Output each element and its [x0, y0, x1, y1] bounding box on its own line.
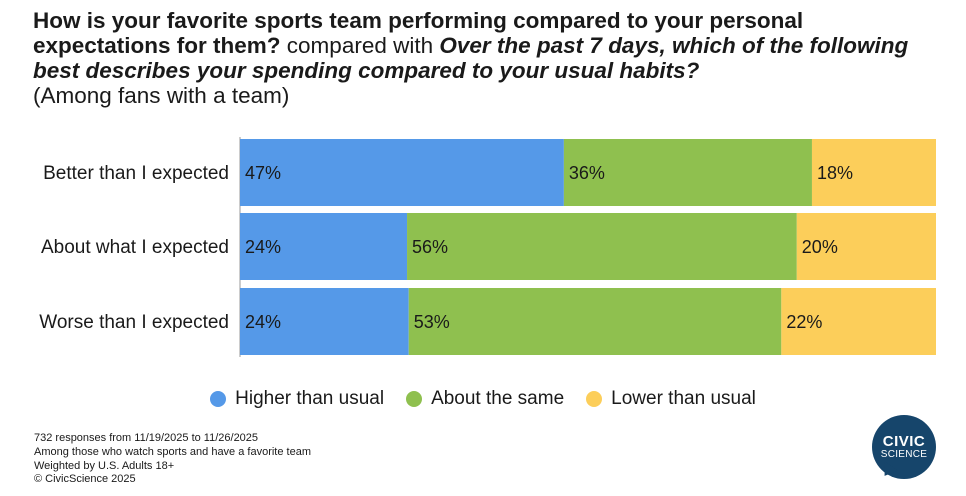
bar-segment [781, 288, 936, 355]
bar-segment [240, 139, 564, 206]
civicscience-logo: CIVIC SCIENCE [872, 415, 936, 481]
category-label: Better than I expected [43, 163, 229, 184]
category-label: Worse than I expected [39, 312, 229, 333]
logo-text-science: SCIENCE [880, 449, 928, 460]
chart-subtitle: (Among fans with a team) [33, 83, 290, 108]
title-question-1: How is your favorite sports team perform… [33, 8, 804, 58]
data-label: 53% [414, 312, 450, 332]
legend-item: About the same [406, 388, 564, 410]
data-label: 20% [802, 237, 838, 257]
footnote-copyright: © CivicScience 2025 [34, 473, 136, 486]
bar-segment [407, 213, 797, 280]
bar-segment [240, 288, 409, 355]
bar-segment [408, 288, 782, 355]
stacked-bar-chart: Better than I expected 47% 36% 18% About wha… [39, 137, 936, 357]
footnote-weighting: Weighted by U.S. Adults 18+ [34, 459, 175, 472]
category-label: About what I expected [41, 237, 229, 258]
title-question-2: Over the past 7 days, which of the follo… [33, 33, 909, 83]
legend-swatch [586, 391, 603, 407]
legend: Higher than usual About the same Lower tha… [0, 388, 966, 410]
bar-segment [811, 139, 936, 206]
data-label: 24% [245, 312, 281, 332]
data-label: 22% [786, 312, 822, 332]
data-label: 56% [412, 237, 448, 257]
legend-label: About the same [431, 388, 565, 409]
footnote-responses: 732 responses from 11/19/2025 to 11/26/2… [34, 432, 259, 444]
bar-segment [563, 139, 812, 206]
bar-segment [240, 213, 408, 280]
data-label: 36% [569, 163, 605, 183]
logo-speech-tail [878, 461, 898, 481]
data-label: 47% [245, 163, 281, 183]
legend-label: Higher than usual [235, 388, 385, 409]
legend-label: Lower than usual [611, 388, 756, 409]
title-connector: compared with [280, 33, 440, 58]
data-label: 18% [817, 163, 853, 183]
legend-item: Lower than usual [586, 388, 756, 410]
data-label: 24% [245, 237, 281, 257]
footnote-population: Among those who watch sports and have a … [34, 445, 311, 458]
footnotes: 732 responses from 11/19/2025 to 11/26/2… [34, 432, 311, 487]
legend-item: Higher than usual [210, 388, 384, 410]
logo-text-civic: CIVIC [882, 433, 926, 450]
legend-swatch [406, 391, 423, 407]
bar-segment [796, 213, 936, 280]
chart-title: How is your favorite sports team perform… [33, 8, 943, 108]
legend-swatch [210, 391, 227, 407]
